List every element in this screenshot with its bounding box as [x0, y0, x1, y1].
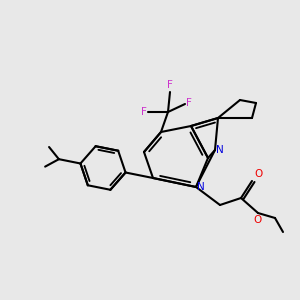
Text: O: O — [254, 169, 262, 179]
Text: F: F — [186, 98, 192, 108]
Text: F: F — [141, 107, 147, 117]
Text: N: N — [216, 145, 224, 155]
Text: O: O — [254, 215, 262, 225]
Text: N: N — [197, 182, 205, 192]
Text: F: F — [167, 80, 173, 90]
